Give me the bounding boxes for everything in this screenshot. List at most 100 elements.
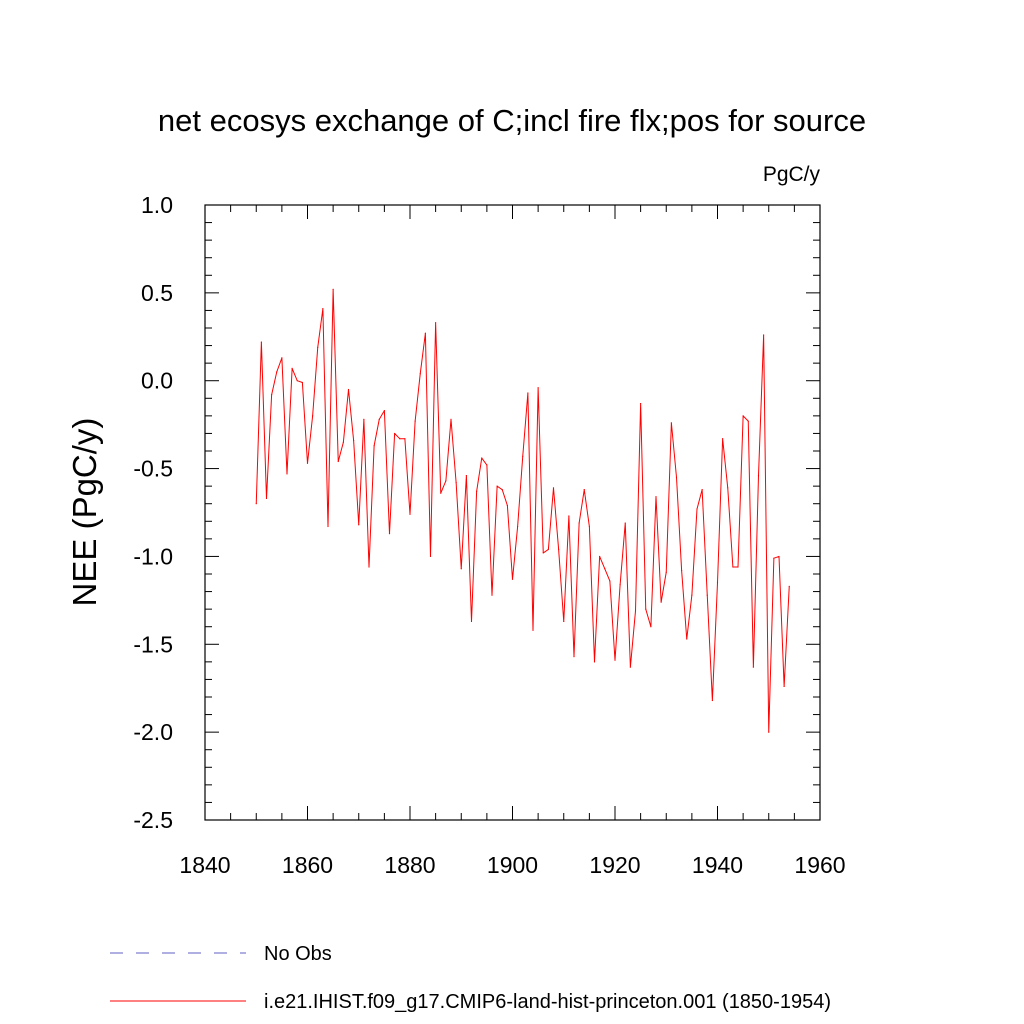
y-tick-label: -2.0 — [133, 719, 173, 745]
data-point — [358, 524, 360, 526]
data-point — [650, 626, 652, 628]
data-point — [660, 601, 662, 603]
data-point — [255, 503, 257, 505]
y-tick-label: -1.0 — [133, 543, 173, 569]
data-point — [435, 322, 437, 324]
data-point — [568, 515, 570, 517]
data-point — [763, 334, 765, 336]
data-point — [675, 476, 678, 478]
units-label: PgC/y — [763, 163, 821, 186]
data-point — [583, 489, 585, 491]
data-point — [296, 380, 298, 382]
data-point — [588, 525, 590, 528]
data-point — [716, 582, 719, 584]
data-point — [665, 571, 667, 573]
data-point — [578, 522, 580, 524]
data-point — [686, 638, 688, 640]
data-point — [409, 513, 411, 515]
data-point — [327, 525, 329, 528]
x-axis: 1840 1860 1880 1900 1920 1940 1960 — [179, 205, 846, 878]
data-point — [511, 578, 514, 580]
chart-title: net ecosys exchange of C;incl fire flx;p… — [158, 103, 866, 138]
x-tick-label: 1880 — [384, 852, 435, 878]
data-point — [424, 332, 426, 334]
plot-area: 1840 1860 1880 1900 1920 1940 1960 1.0 0.5 0.0 -0… — [133, 192, 845, 878]
data-point — [624, 522, 626, 524]
data-point — [573, 655, 575, 658]
data-point — [747, 420, 749, 422]
y-tick-label: -1.5 — [133, 631, 173, 657]
data-point — [271, 394, 273, 396]
data-point — [491, 594, 493, 596]
data-point — [696, 508, 698, 510]
data-point — [383, 409, 385, 412]
data-point — [363, 418, 365, 420]
data-point — [532, 629, 534, 631]
y-tick-label: -0.5 — [133, 456, 173, 482]
data-point — [742, 415, 744, 417]
data-point — [286, 473, 288, 475]
data-point — [558, 548, 560, 551]
data-point — [701, 489, 703, 491]
data-point — [711, 699, 713, 702]
data-point — [552, 487, 555, 489]
y-tick-label: 0.5 — [141, 280, 173, 306]
data-point — [727, 487, 729, 489]
data-point — [542, 552, 544, 554]
data-point — [691, 594, 693, 596]
legend-label-no-obs: No Obs — [264, 943, 332, 965]
data-point — [260, 341, 262, 343]
data-point — [773, 557, 775, 559]
data-point — [737, 566, 739, 568]
data-point — [291, 367, 293, 370]
data-point — [619, 583, 621, 586]
data-point — [317, 346, 319, 348]
data-point — [522, 455, 524, 457]
data-point — [445, 480, 447, 482]
data-point — [414, 420, 416, 422]
data-point — [399, 438, 401, 440]
data-point — [599, 555, 601, 558]
data-point — [301, 381, 303, 384]
data-point — [722, 438, 724, 440]
data-point — [655, 496, 657, 498]
data-point — [455, 482, 457, 484]
data-point — [501, 489, 503, 491]
data-point — [429, 555, 432, 558]
data-point — [783, 685, 785, 688]
data-point — [388, 532, 391, 535]
data-point — [645, 608, 647, 610]
legend: No Obs i.e21.IHIST.f09_g17.CMIP6-land-hi… — [110, 943, 831, 1013]
data-point — [634, 610, 637, 612]
data-point — [342, 441, 344, 443]
data-point — [373, 445, 375, 447]
data-point — [306, 462, 309, 464]
data-point — [322, 308, 324, 310]
data-point — [670, 422, 672, 424]
x-tick-label: 1940 — [692, 852, 743, 878]
y-axis: 1.0 0.5 0.0 -0.5 -1.0 -1.5 -2.0 -2.5 — [133, 192, 820, 833]
data-point — [312, 415, 314, 417]
data-point — [757, 475, 760, 477]
x-tick-label: 1920 — [589, 852, 640, 878]
data-point — [332, 288, 334, 290]
data-point — [706, 594, 708, 596]
data-point — [276, 371, 278, 373]
data-point — [640, 402, 642, 405]
y-tick-label: 1.0 — [141, 192, 173, 218]
data-point — [604, 568, 606, 570]
data-point — [450, 418, 452, 420]
data-point — [486, 464, 488, 466]
legend-label-model: i.e21.IHIST.f09_g17.CMIP6-land-hist-prin… — [264, 991, 831, 1013]
data-point — [481, 457, 483, 459]
data-point — [404, 438, 406, 440]
data-point — [394, 432, 396, 435]
data-point — [281, 357, 283, 359]
data-point — [265, 497, 268, 500]
data-point — [368, 566, 370, 568]
plot-frame — [204, 204, 821, 821]
data-point — [476, 490, 478, 493]
data-point — [609, 580, 611, 582]
data-point — [378, 418, 380, 420]
